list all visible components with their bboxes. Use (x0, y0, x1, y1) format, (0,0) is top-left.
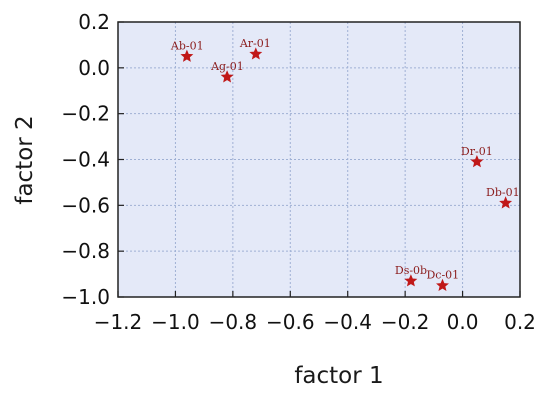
plot-frame (117, 21, 521, 298)
x-axis: −1.2 −1.0 −0.8 −0.6 −0.4 −0.2 0.0 0.2 (94, 291, 536, 334)
data-points: Ab-01 Ag-01 Ar-01 Dr-01 Db-01 Ds-0b Dc-01 (170, 37, 520, 292)
y-tick-label: −0.4 (61, 148, 110, 172)
data-point (436, 278, 449, 292)
y-tick-label: −0.6 (61, 193, 110, 217)
point-label: Ag-01 (210, 60, 244, 73)
x-tick-label: 0.0 (447, 310, 479, 334)
y-tick-label: −1.0 (61, 285, 110, 309)
x-tick-label: −1.0 (151, 310, 200, 334)
point-label: Db-01 (486, 186, 520, 199)
point-label: Ab-01 (170, 39, 204, 52)
x-tick-label: −0.2 (381, 310, 430, 334)
data-point (220, 70, 234, 83)
data-point (404, 274, 418, 287)
x-tick-label: 0.2 (504, 310, 536, 334)
x-tick-label: −0.6 (266, 310, 315, 334)
y-tick-label: −0.8 (61, 239, 110, 263)
x-axis-title: factor 1 (294, 363, 383, 389)
point-label: Dc-01 (426, 269, 459, 282)
y-tick-label: 0.2 (78, 10, 110, 34)
point-label: Ds-0b (395, 264, 427, 277)
y-tick-label: 0.0 (78, 56, 110, 80)
grid (118, 22, 520, 297)
point-label: Ar-01 (239, 37, 271, 50)
data-point (499, 196, 513, 209)
data-point (180, 49, 194, 62)
y-tick-label: −0.2 (61, 102, 110, 126)
data-point (470, 155, 484, 168)
y-axis-title: factor 2 (12, 115, 38, 204)
x-tick-label: −0.8 (209, 310, 258, 334)
data-point (249, 47, 263, 60)
x-tick-label: −1.2 (94, 310, 143, 334)
x-tick-label: −0.4 (323, 310, 372, 334)
y-axis: 0.2 0.0 −0.2 −0.4 −0.6 −0.8 −1.0 (61, 10, 124, 309)
point-label: Dr-01 (461, 145, 493, 158)
